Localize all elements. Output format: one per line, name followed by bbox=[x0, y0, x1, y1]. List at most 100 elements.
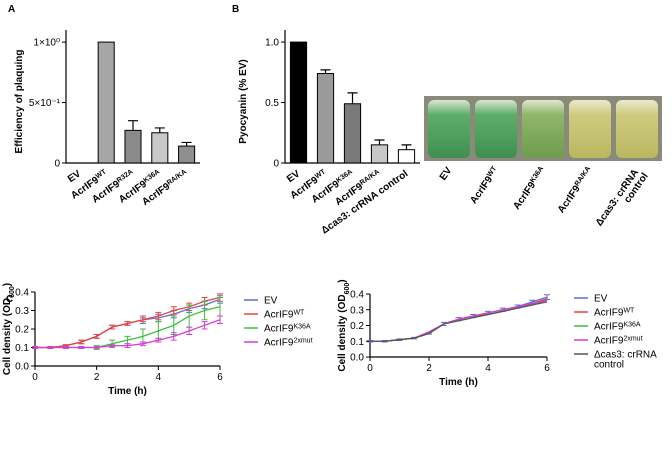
error-bar bbox=[201, 300, 208, 321]
x-tick-label-part: K36A bbox=[142, 168, 161, 184]
error-bar bbox=[78, 339, 85, 345]
photo-label-part: K36A bbox=[529, 165, 545, 184]
legend-label-part: AcrIF9 bbox=[264, 338, 294, 349]
x-tick-label: 4 bbox=[156, 372, 162, 383]
x-tick-label: 2 bbox=[426, 363, 432, 374]
panel-label: A bbox=[8, 4, 15, 15]
legend-label: EV bbox=[594, 294, 608, 305]
bar bbox=[316, 73, 335, 164]
error-bar bbox=[62, 346, 69, 349]
x-axis-label: Time (h) bbox=[108, 386, 147, 397]
error-bar bbox=[124, 343, 131, 348]
legend-label-part: 2xmut bbox=[293, 337, 312, 344]
y-tick-label: 0.3 bbox=[350, 305, 364, 316]
panel-label: B bbox=[232, 4, 239, 15]
legend-label-part: AcrIF9 bbox=[594, 308, 624, 319]
x-tick-label-part: WT bbox=[314, 168, 328, 180]
legend-label-part: WT bbox=[623, 307, 635, 314]
y-axis-label-part: ) bbox=[2, 283, 13, 286]
legend-label-line: Δcas3: crRNA bbox=[594, 350, 659, 361]
bar bbox=[151, 132, 169, 164]
x-tick-label: 2 bbox=[94, 372, 100, 383]
y-axis-label-part: Cell density (OD bbox=[2, 298, 13, 375]
legend-label-part: AcrIF9 bbox=[264, 324, 294, 335]
error-bar bbox=[170, 306, 177, 315]
photo-label: Δcas3: crRNA control bbox=[594, 165, 651, 234]
x-axis-label: Time (h) bbox=[439, 377, 478, 388]
y-axis-label: Cell density (OD600) bbox=[337, 279, 351, 371]
photo-label-part: WT bbox=[486, 165, 498, 179]
error-bar bbox=[374, 139, 385, 145]
panel-label: C bbox=[6, 294, 13, 305]
x-tick-label-part: K36A bbox=[335, 168, 354, 184]
error-bar bbox=[155, 311, 162, 321]
photo-label-part: RA/KA bbox=[573, 165, 591, 187]
y-tick-label: 0 bbox=[54, 159, 60, 170]
x-tick-label-part: RA/KA bbox=[166, 168, 188, 186]
series-line bbox=[370, 301, 548, 342]
axis bbox=[369, 294, 547, 358]
error-bar bbox=[201, 321, 208, 330]
error-bar bbox=[47, 346, 54, 349]
y-tick-label: 0.4 bbox=[15, 288, 29, 299]
x-tick-label: 6 bbox=[217, 372, 223, 383]
error-bar bbox=[181, 141, 192, 147]
photo-label-part: AcrIF9 bbox=[556, 183, 583, 215]
y-tick-label: 0.5 bbox=[265, 98, 279, 109]
legend-label-part: 2xmut bbox=[623, 335, 642, 342]
tube bbox=[475, 100, 517, 158]
tube bbox=[428, 100, 470, 158]
y-axis-label-part: 600 bbox=[344, 283, 351, 295]
legend-label-part: K36A bbox=[293, 323, 310, 330]
legend-label-part: AcrIF9 bbox=[264, 310, 294, 321]
error-bar bbox=[320, 69, 331, 74]
photo-label: AcrIF9K36A bbox=[511, 165, 549, 212]
y-axis-label: Pyocyanin (% EV) bbox=[238, 59, 249, 143]
legend-label: EV bbox=[264, 296, 278, 307]
axis bbox=[34, 292, 220, 367]
error-bar bbox=[217, 315, 223, 324]
error-bar bbox=[347, 92, 358, 104]
bar bbox=[370, 144, 389, 164]
error-bar bbox=[186, 326, 193, 336]
y-axis-label: Cell density (OD600) bbox=[2, 283, 16, 375]
error-bar bbox=[401, 144, 412, 150]
error-bar bbox=[155, 337, 162, 343]
y-tick-label: 0.2 bbox=[350, 321, 364, 332]
x-tick-label: 4 bbox=[485, 363, 491, 374]
bar bbox=[178, 145, 196, 164]
legend-label-part: AcrIF9 bbox=[594, 336, 624, 347]
y-tick-label: 1×10⁰ bbox=[33, 38, 60, 49]
x-tick-label-part: R32A bbox=[115, 168, 134, 184]
x-tick-label: 0 bbox=[32, 372, 38, 383]
legend-label: AcrIF9WT bbox=[594, 307, 635, 319]
legend-label: AcrIF9K36A bbox=[264, 323, 311, 335]
photo-label-part: AcrIF9 bbox=[511, 180, 538, 212]
error-bar bbox=[155, 321, 162, 341]
error-bar bbox=[109, 324, 116, 330]
legend-label-part: K36A bbox=[623, 321, 640, 328]
error-bar bbox=[109, 344, 116, 348]
y-tick-label: 1.0 bbox=[265, 38, 279, 49]
y-axis-label-part: 600 bbox=[9, 286, 16, 298]
y-axis-label-part: Cell density (OD bbox=[337, 294, 348, 371]
x-tick-label: EV bbox=[66, 168, 84, 185]
legend-label: AcrIF9WT bbox=[264, 309, 305, 321]
x-tick-label-part: WT bbox=[94, 168, 108, 180]
legend-label: Δcas3: crRNA control bbox=[594, 350, 659, 371]
x-tick-label: 0 bbox=[367, 363, 373, 374]
legend-label: AcrIF92xmut bbox=[594, 335, 643, 347]
tube bbox=[616, 100, 658, 158]
bar bbox=[124, 129, 142, 164]
legend-label-part: WT bbox=[293, 309, 305, 316]
bar bbox=[397, 149, 416, 164]
error-bar bbox=[93, 334, 100, 339]
photo-label-part: AcrIF9 bbox=[468, 174, 495, 206]
y-tick-label: 5×10⁻¹ bbox=[29, 98, 61, 109]
error-bar bbox=[32, 346, 38, 349]
photo-label: AcrIF9RA/KA bbox=[555, 165, 595, 215]
bar bbox=[343, 103, 362, 164]
photo bbox=[424, 96, 662, 161]
